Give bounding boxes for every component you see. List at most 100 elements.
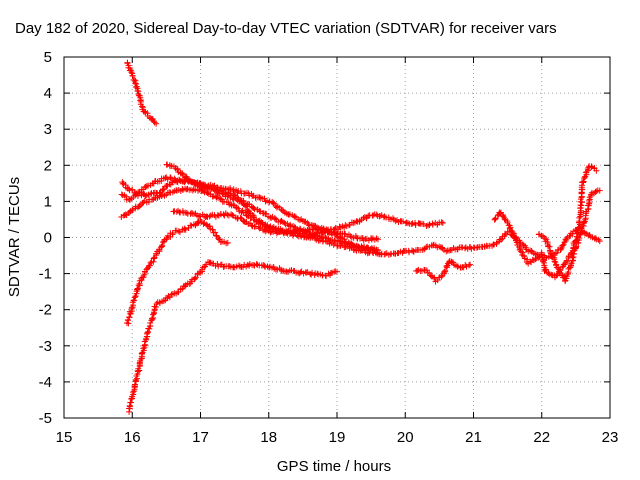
x-tick-label: 21 [465,429,482,446]
data-point [570,250,577,257]
data-point [284,228,291,235]
data-point [581,175,588,182]
series-track-c [118,174,381,244]
data-point [553,249,560,256]
y-tick-label: 5 [44,49,52,66]
data-point [562,278,569,285]
data-point [567,230,574,237]
series-track-e [118,185,381,257]
data-point [165,292,172,299]
data-point [586,194,593,201]
data-point [319,272,326,279]
data-point [210,186,217,193]
data-point [381,213,388,220]
data-point [332,224,339,231]
y-tick-label: -1 [39,266,52,283]
data-point [410,248,417,255]
data-point [126,402,133,409]
data-point [159,242,166,249]
data-point [296,217,303,224]
chart-title: Day 182 of 2020, Sidereal Day-to-day VTE… [15,20,557,37]
data-point [321,227,328,234]
data-point [337,234,344,241]
data-point [580,178,587,185]
data-point [559,242,566,249]
data-point [215,263,222,270]
data-point [426,269,433,276]
data-point [242,202,249,209]
data-point [547,250,554,257]
data-point [322,238,329,245]
x-tick-label: 15 [56,429,73,446]
data-point [320,237,327,244]
data-point [132,376,139,383]
x-tick-label: 16 [124,429,141,446]
data-point [191,275,198,282]
data-point [334,268,340,275]
data-point [583,168,590,175]
data-point [382,250,389,257]
data-point [403,219,410,226]
data-point [147,319,154,326]
data-point [227,186,234,193]
data-point [146,262,153,269]
data-point [122,211,129,218]
data-points [118,59,603,415]
data-point [209,226,216,233]
data-point [128,69,135,76]
data-point [551,258,558,265]
data-point [242,209,249,216]
data-point [295,269,302,276]
data-point [143,183,150,190]
data-point [234,189,241,196]
data-point [250,204,257,211]
data-point [595,236,602,243]
series-track-g [123,217,231,327]
data-point [127,399,134,406]
data-point [261,262,268,269]
data-point [130,297,137,304]
data-point [553,261,560,268]
data-point [142,183,149,190]
data-point [207,259,214,266]
y-tick-label: 2 [44,157,52,174]
data-point [248,222,255,229]
data-point [542,266,549,273]
x-tick-label: 23 [602,429,619,446]
y-tick-label: -3 [39,338,52,355]
data-point [256,225,263,232]
data-point [129,73,136,80]
data-point [235,205,242,212]
data-point [273,230,280,237]
data-point [466,262,473,269]
data-point [473,244,480,251]
data-point [305,221,312,228]
data-point [235,262,242,269]
data-point [237,214,244,221]
data-point [198,266,205,273]
series-track-l [535,187,603,285]
data-point [576,214,583,221]
data-point [555,265,562,272]
data-point [168,291,175,298]
data-point [181,225,188,232]
series-track-h [126,258,340,415]
data-point [516,243,523,250]
data-point [314,270,321,277]
data-point [126,196,133,203]
data-point [134,192,141,199]
data-point [153,120,160,127]
data-point [309,234,316,241]
data-point [341,238,348,245]
data-point [251,206,258,213]
data-point [573,243,580,250]
data-point [142,192,149,199]
y-tick-label: 3 [44,121,52,138]
data-point [217,195,224,202]
x-tick-label: 22 [533,429,550,446]
data-point [297,269,304,276]
data-point [347,233,354,240]
y-tick-label: -5 [39,410,52,427]
y-axis-label: SDTVAR / TECUs [6,177,23,297]
